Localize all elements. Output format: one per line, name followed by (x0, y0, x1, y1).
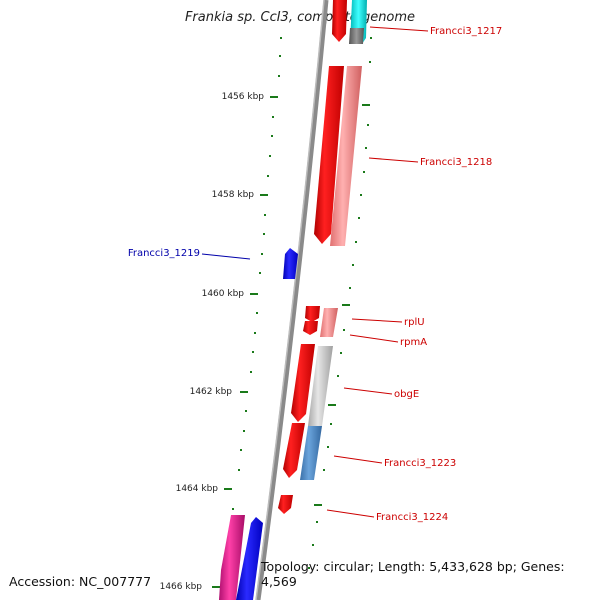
gene-label-francci3-1217[interactable]: Francci3_1217 (430, 26, 502, 37)
gene-rplu-shape[interactable] (305, 306, 320, 322)
gene-francci3-1219-shape[interactable] (283, 248, 298, 279)
gene-label-rplu[interactable]: rplU (404, 317, 425, 328)
gene-blue-bottom-shape[interactable] (236, 517, 263, 600)
tick-label: 1466 kbp (160, 582, 203, 592)
gene-obge-shape[interactable] (291, 344, 315, 422)
accession-text: Accession: NC_007777 (9, 574, 152, 589)
ruler-ticks-inner (308, 37, 372, 569)
tick-label: 1464 kbp (176, 484, 219, 494)
gene-francci3-1224-shape[interactable] (278, 495, 293, 514)
gene-label-francci3-1219[interactable]: Francci3_1219 (128, 248, 200, 259)
gene-rpma-shape[interactable] (303, 321, 318, 335)
gene-obge-pair (308, 346, 333, 426)
gene-magenta-shape[interactable] (219, 515, 245, 600)
gene-francci3-1217-pair (349, 0, 367, 44)
gene-rplu-pair (320, 308, 338, 337)
gene-francci3-1223-pair (300, 426, 322, 480)
gene-label-francci3-1224[interactable]: Francci3_1224 (376, 512, 448, 523)
gene-francci3-1218-pair (330, 66, 362, 246)
tick-label: 1458 kbp (212, 190, 255, 200)
gene-label-francci3-1223[interactable]: Francci3_1223 (384, 458, 456, 469)
gene-francci3-1218-shape[interactable] (314, 66, 344, 244)
tick-label: 1460 kbp (202, 289, 245, 299)
ruler-ticks-outer (212, 37, 282, 588)
gene-label-francci3-1218[interactable]: Francci3_1218 (420, 157, 492, 168)
gene-label-obge[interactable]: obgE (394, 389, 419, 400)
label-leader-lines (201, 26, 429, 518)
topology-text: Topology: circular; Length: 5,433,628 bp… (261, 559, 565, 589)
gene-francci3-1217-shape[interactable] (332, 0, 347, 42)
genome-backbone (255, 0, 329, 600)
gene-francci3-1223-shape[interactable] (283, 423, 305, 478)
tick-label: 1456 kbp (222, 92, 265, 102)
gene-label-rpma[interactable]: rpmA (400, 337, 427, 348)
tick-label: 1462 kbp (190, 387, 233, 397)
